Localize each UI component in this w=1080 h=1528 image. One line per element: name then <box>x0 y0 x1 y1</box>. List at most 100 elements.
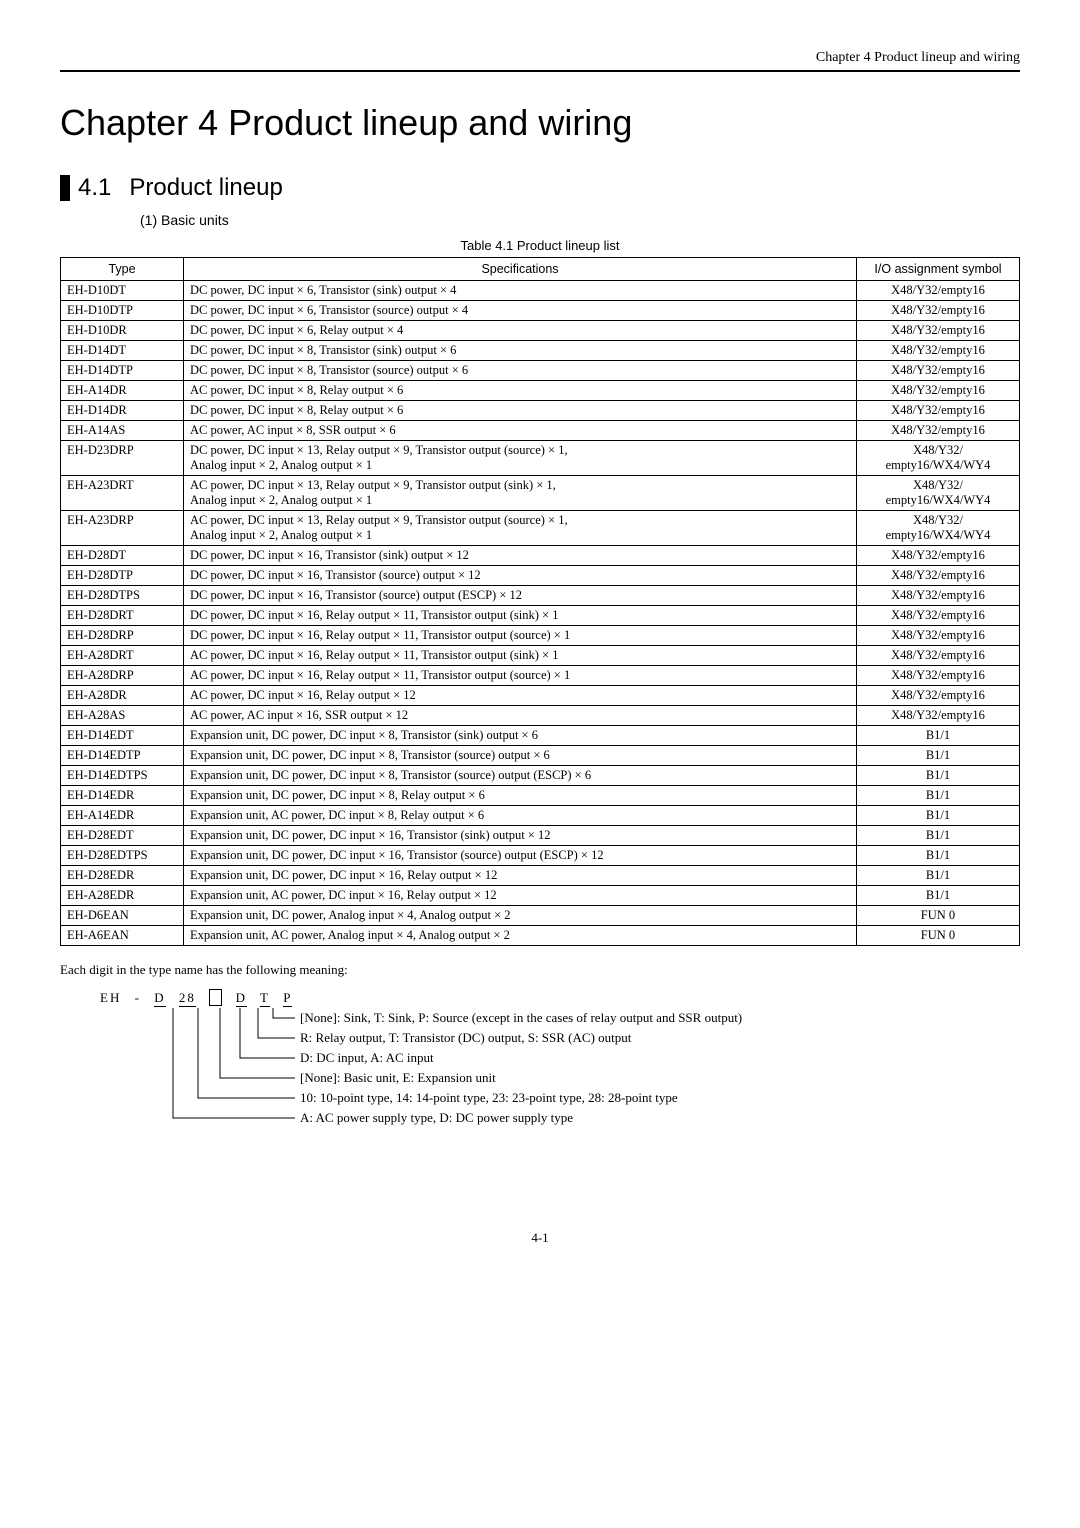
cell-spec: Expansion unit, DC power, DC input × 8, … <box>184 726 857 746</box>
cell-spec: Expansion unit, DC power, DC input × 16,… <box>184 866 857 886</box>
cell-type: EH-A14DR <box>61 381 184 401</box>
cell-io: B1/1 <box>857 846 1020 866</box>
cell-io: X48/Y32/empty16 <box>857 421 1020 441</box>
col-header-io: I/O assignment symbol <box>857 258 1020 281</box>
table-row: EH-D28DRPDC power, DC input × 16, Relay … <box>61 626 1020 646</box>
table-row: EH-D28EDTExpansion unit, DC power, DC in… <box>61 826 1020 846</box>
cell-spec: DC power, DC input × 8, Transistor (sink… <box>184 341 857 361</box>
cell-spec: DC power, DC input × 8, Relay output × 6 <box>184 401 857 421</box>
table-row: EH-D6EANExpansion unit, DC power, Analog… <box>61 906 1020 926</box>
table-row: EH-D14EDRExpansion unit, DC power, DC in… <box>61 786 1020 806</box>
cell-io: X48/Y32/empty16 <box>857 341 1020 361</box>
table-caption: Table 4.1 Product lineup list <box>60 238 1020 253</box>
cell-type: EH-D23DRP <box>61 441 184 476</box>
cell-type: EH-A28DR <box>61 686 184 706</box>
table-row: EH-D23DRPDC power, DC input × 13, Relay … <box>61 441 1020 476</box>
col-header-type: Type <box>61 258 184 281</box>
cell-spec: AC power, DC input × 16, Relay output × … <box>184 666 857 686</box>
cell-type: EH-D14EDR <box>61 786 184 806</box>
cell-spec: DC power, DC input × 16, Transistor (sou… <box>184 566 857 586</box>
table-row: EH-D28DTPDC power, DC input × 16, Transi… <box>61 566 1020 586</box>
cell-type: EH-A6EAN <box>61 926 184 946</box>
cell-type: EH-A23DRT <box>61 476 184 511</box>
legend-line: [None]: Basic unit, E: Expansion unit <box>300 1070 496 1086</box>
cell-type: EH-D14DR <box>61 401 184 421</box>
table-row: EH-A14DRAC power, DC input × 8, Relay ou… <box>61 381 1020 401</box>
cell-type: EH-A28DRT <box>61 646 184 666</box>
cell-io: B1/1 <box>857 746 1020 766</box>
page-header: Chapter 4 Product lineup and wiring <box>60 50 1020 72</box>
table-row: EH-D10DRDC power, DC input × 6, Relay ou… <box>61 321 1020 341</box>
cell-spec: DC power, DC input × 16, Transistor (sou… <box>184 586 857 606</box>
cell-io: X48/Y32/empty16 <box>857 706 1020 726</box>
table-row: EH-D28EDRExpansion unit, DC power, DC in… <box>61 866 1020 886</box>
cell-spec: DC power, DC input × 6, Transistor (sour… <box>184 301 857 321</box>
cell-spec: Expansion unit, DC power, Analog input ×… <box>184 906 857 926</box>
chapter-title: Chapter 4 Product lineup and wiring <box>60 102 1020 144</box>
table-row: EH-A28DRPAC power, DC input × 16, Relay … <box>61 666 1020 686</box>
cell-io: B1/1 <box>857 886 1020 906</box>
cell-io: X48/Y32/empty16 <box>857 566 1020 586</box>
cell-type: EH-D10DT <box>61 281 184 301</box>
cell-spec: Expansion unit, DC power, DC input × 8, … <box>184 766 857 786</box>
table-row: EH-D28EDTPSExpansion unit, DC power, DC … <box>61 846 1020 866</box>
cell-type: EH-D28EDT <box>61 826 184 846</box>
cell-io: X48/Y32/empty16/WX4/WY4 <box>857 511 1020 546</box>
table-row: EH-A14EDRExpansion unit, AC power, DC in… <box>61 806 1020 826</box>
meaning-intro: Each digit in the type name has the foll… <box>60 962 1020 978</box>
cell-type: EH-D28EDTPS <box>61 846 184 866</box>
legend-line: 10: 10-point type, 14: 14-point type, 23… <box>300 1090 678 1106</box>
cell-io: B1/1 <box>857 826 1020 846</box>
table-row: EH-D14EDTPExpansion unit, DC power, DC i… <box>61 746 1020 766</box>
subsection-label: (1) Basic units <box>140 212 1020 228</box>
cell-type: EH-A14AS <box>61 421 184 441</box>
table-row: EH-D10DTDC power, DC input × 6, Transist… <box>61 281 1020 301</box>
cell-type: EH-A23DRP <box>61 511 184 546</box>
cell-io: X48/Y32/empty16 <box>857 361 1020 381</box>
cell-type: EH-D14EDT <box>61 726 184 746</box>
table-row: EH-D14EDTExpansion unit, DC power, DC in… <box>61 726 1020 746</box>
table-row: EH-A14ASAC power, AC input × 8, SSR outp… <box>61 421 1020 441</box>
cell-type: EH-D6EAN <box>61 906 184 926</box>
cell-spec: Expansion unit, DC power, DC input × 8, … <box>184 786 857 806</box>
cell-spec: AC power, DC input × 16, Relay output × … <box>184 686 857 706</box>
cell-io: X48/Y32/empty16/WX4/WY4 <box>857 441 1020 476</box>
cell-type: EH-D14DTP <box>61 361 184 381</box>
cell-spec: DC power, DC input × 6, Transistor (sink… <box>184 281 857 301</box>
cell-type: EH-D14DT <box>61 341 184 361</box>
cell-io: X48/Y32/empty16/WX4/WY4 <box>857 476 1020 511</box>
col-header-spec: Specifications <box>184 258 857 281</box>
cell-spec: DC power, DC input × 16, Relay output × … <box>184 606 857 626</box>
cell-io: X48/Y32/empty16 <box>857 666 1020 686</box>
cell-io: X48/Y32/empty16 <box>857 686 1020 706</box>
cell-spec: DC power, DC input × 16, Relay output × … <box>184 626 857 646</box>
cell-io: X48/Y32/empty16 <box>857 401 1020 421</box>
cell-spec: AC power, DC input × 13, Relay output × … <box>184 476 857 511</box>
table-row: EH-A28DRAC power, DC input × 16, Relay o… <box>61 686 1020 706</box>
section-number: 4.1 <box>78 174 111 202</box>
table-row: EH-D10DTPDC power, DC input × 6, Transis… <box>61 301 1020 321</box>
cell-io: X48/Y32/empty16 <box>857 381 1020 401</box>
cell-type: EH-D28DRP <box>61 626 184 646</box>
cell-spec: AC power, AC input × 16, SSR output × 12 <box>184 706 857 726</box>
cell-spec: AC power, DC input × 13, Relay output × … <box>184 511 857 546</box>
cell-io: X48/Y32/empty16 <box>857 281 1020 301</box>
table-row: EH-A28DRTAC power, DC input × 16, Relay … <box>61 646 1020 666</box>
cell-spec: AC power, AC input × 8, SSR output × 6 <box>184 421 857 441</box>
table-row: EH-D28DTDC power, DC input × 16, Transis… <box>61 546 1020 566</box>
cell-spec: Expansion unit, DC power, DC input × 16,… <box>184 826 857 846</box>
cell-type: EH-D28DRT <box>61 606 184 626</box>
cell-type: EH-A14EDR <box>61 806 184 826</box>
table-row: EH-D14EDTPSExpansion unit, DC power, DC … <box>61 766 1020 786</box>
table-row: EH-A6EANExpansion unit, AC power, Analog… <box>61 926 1020 946</box>
legend-line: D: DC input, A: AC input <box>300 1050 434 1066</box>
table-row: EH-D14DTDC power, DC input × 8, Transist… <box>61 341 1020 361</box>
table-row: EH-A23DRPAC power, DC input × 13, Relay … <box>61 511 1020 546</box>
table-row: EH-A23DRTAC power, DC input × 13, Relay … <box>61 476 1020 511</box>
legend-line: R: Relay output, T: Transistor (DC) outp… <box>300 1030 631 1046</box>
cell-io: B1/1 <box>857 726 1020 746</box>
cell-io: FUN 0 <box>857 906 1020 926</box>
cell-io: X48/Y32/empty16 <box>857 606 1020 626</box>
cell-spec: DC power, DC input × 16, Transistor (sin… <box>184 546 857 566</box>
cell-io: X48/Y32/empty16 <box>857 646 1020 666</box>
